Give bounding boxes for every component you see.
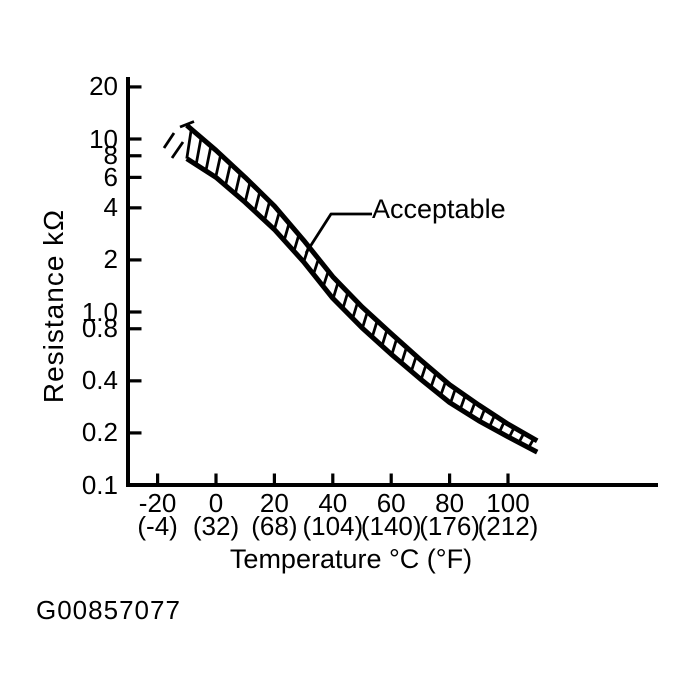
- band-hatching: [185, 128, 535, 449]
- x-tick-label-fahrenheit: (104): [302, 511, 364, 541]
- x-axis-title: Temperature °C (°F): [229, 544, 473, 574]
- acceptable-leader-line: [304, 212, 372, 254]
- band-lower-curve: [185, 156, 539, 455]
- figure-id-code: G00857077: [36, 595, 181, 625]
- y-tick-label: 2: [103, 244, 118, 275]
- x-tick-label-celsius: 0: [208, 488, 224, 518]
- x-tick-label-celsius: 60: [376, 488, 406, 518]
- y-tick-label: 10: [89, 123, 118, 154]
- y-tick-label: 20: [89, 71, 118, 102]
- x-tick-label-fahrenheit: (68): [251, 511, 298, 541]
- x-tick-label-celsius: 20: [259, 488, 289, 518]
- band-upper-curve: [185, 123, 539, 443]
- x-tick-label-celsius: 100: [486, 488, 530, 518]
- x-tick-label-celsius: -20: [138, 488, 177, 518]
- x-tick-label-fahrenheit: (32): [192, 511, 240, 541]
- x-tick-label-fahrenheit: (212): [477, 511, 539, 541]
- acceptable-band-label: Acceptable: [372, 194, 506, 224]
- x-tick-label-fahrenheit: (140): [360, 511, 422, 541]
- y-tick-label: 0.4: [81, 365, 118, 396]
- x-tick-label-fahrenheit: (176): [419, 511, 480, 541]
- y-tick-label: 4: [103, 192, 118, 223]
- y-tick-label: 0.8: [81, 313, 118, 344]
- x-tick-label-fahrenheit: (-4): [137, 511, 178, 541]
- y-tick-label: 0.1: [81, 469, 118, 500]
- y-tick-label: 8: [103, 140, 118, 171]
- y-tick-label: 1.0: [81, 296, 118, 327]
- x-tick-label-celsius: 40: [318, 488, 348, 518]
- band-start-marks: [162, 120, 195, 159]
- y-tick-label: 6: [103, 161, 118, 192]
- y-tick-label: 0.2: [81, 417, 118, 448]
- x-tick-label-celsius: 80: [435, 488, 465, 518]
